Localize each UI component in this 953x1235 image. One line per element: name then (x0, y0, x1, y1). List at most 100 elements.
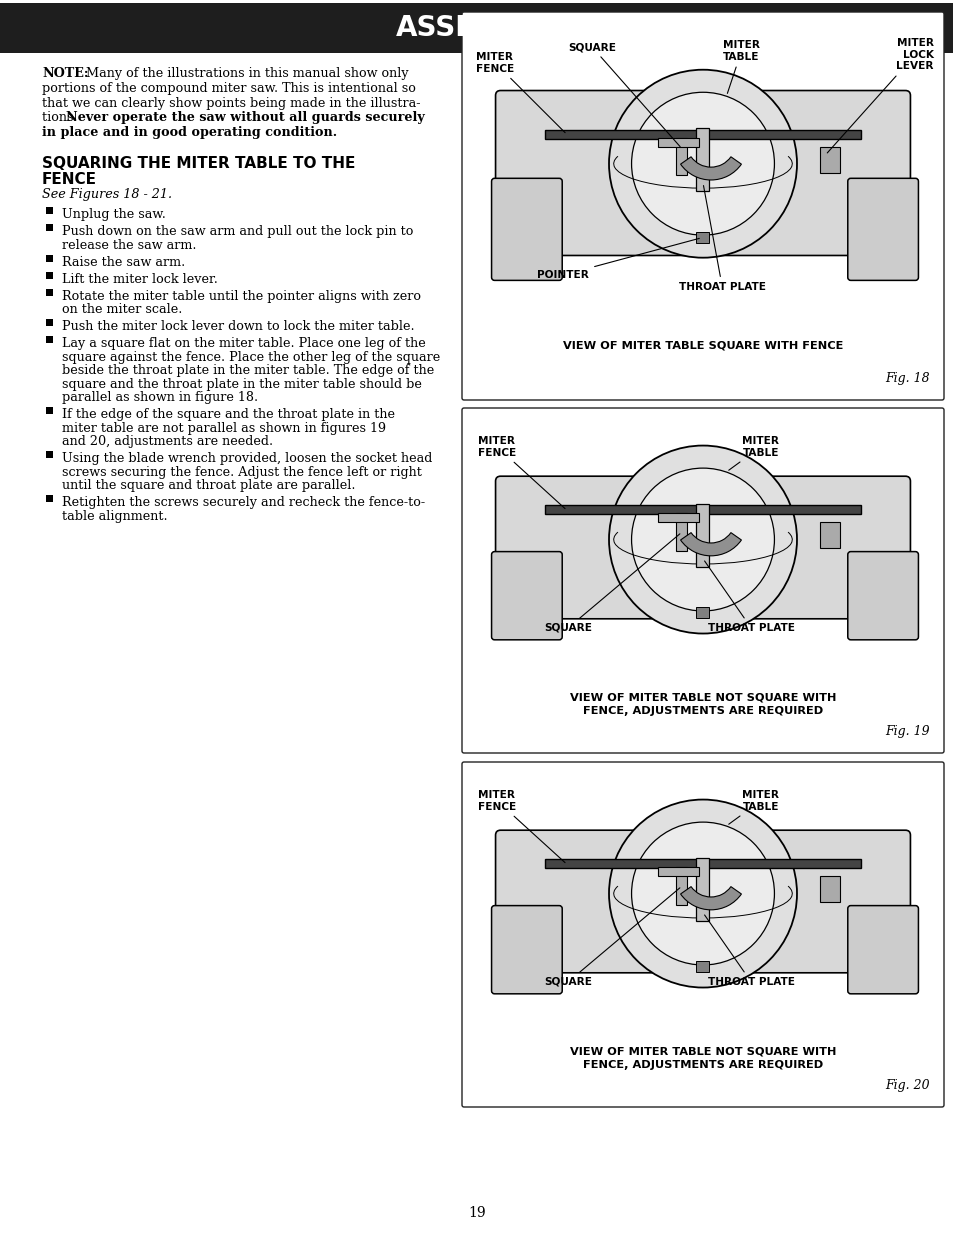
Text: MITER
TABLE: MITER TABLE (728, 790, 779, 824)
Text: Rotate the miter table until the pointer aligns with zero: Rotate the miter table until the pointer… (62, 290, 420, 303)
Text: See Figures 18 - 21.: See Figures 18 - 21. (42, 188, 172, 201)
Bar (820, 876, 840, 902)
Text: SQUARE: SQUARE (568, 42, 679, 147)
Bar (676, 867, 687, 904)
Text: MITER
FENCE: MITER FENCE (476, 52, 564, 132)
Text: 19: 19 (468, 1207, 485, 1220)
Text: square against the fence. Place the other leg of the square: square against the fence. Place the othe… (62, 351, 439, 363)
Circle shape (608, 446, 796, 634)
FancyBboxPatch shape (461, 408, 943, 753)
Text: table alignment.: table alignment. (62, 510, 168, 522)
Text: Lift the miter lock lever.: Lift the miter lock lever. (62, 273, 217, 285)
Text: screws securing the fence. Adjust the fence left or right: screws securing the fence. Adjust the fe… (62, 466, 421, 479)
Text: MITER
TABLE: MITER TABLE (722, 40, 760, 94)
Text: square and the throat plate in the miter table should be: square and the throat plate in the miter… (62, 378, 421, 390)
Bar (0, 2, 953, 53)
Circle shape (608, 799, 796, 988)
Text: Push down on the saw arm and pull out the lock pin to: Push down on the saw arm and pull out th… (62, 225, 413, 238)
Bar (46, 495, 53, 503)
Wedge shape (679, 887, 740, 910)
Text: VIEW OF MITER TABLE SQUARE WITH FENCE: VIEW OF MITER TABLE SQUARE WITH FENCE (562, 340, 842, 350)
Bar (820, 521, 840, 547)
Text: tions.: tions. (42, 111, 82, 125)
Bar (676, 137, 687, 175)
Text: POINTER: POINTER (537, 238, 699, 280)
FancyBboxPatch shape (495, 830, 909, 973)
Bar (696, 858, 709, 920)
FancyBboxPatch shape (491, 178, 561, 280)
Text: until the square and throat plate are parallel.: until the square and throat plate are pa… (62, 479, 355, 493)
Text: THROAT PLATE: THROAT PLATE (704, 561, 794, 634)
Text: SQUARE: SQUARE (543, 888, 679, 987)
Text: FENCE, ADJUSTMENTS ARE REQUIRED: FENCE, ADJUSTMENTS ARE REQUIRED (582, 706, 822, 716)
Circle shape (631, 93, 774, 235)
Text: Raise the saw arm.: Raise the saw arm. (62, 256, 185, 269)
Bar (658, 514, 699, 522)
Text: FENCE: FENCE (42, 172, 97, 188)
Text: NOTE:: NOTE: (42, 67, 89, 80)
Bar (46, 319, 53, 326)
FancyBboxPatch shape (495, 477, 909, 619)
FancyBboxPatch shape (847, 178, 918, 280)
Text: If the edge of the square and the throat plate in the: If the edge of the square and the throat… (62, 409, 395, 421)
Bar (696, 504, 709, 567)
FancyBboxPatch shape (491, 552, 561, 640)
Bar (46, 207, 53, 214)
Text: and 20, adjustments are needed.: and 20, adjustments are needed. (62, 435, 273, 448)
FancyBboxPatch shape (495, 90, 909, 256)
Bar (46, 408, 53, 414)
Bar (658, 867, 699, 877)
Text: Fig. 19: Fig. 19 (884, 725, 929, 739)
FancyBboxPatch shape (461, 12, 943, 400)
Bar (696, 232, 708, 242)
FancyBboxPatch shape (847, 552, 918, 640)
Text: SQUARE: SQUARE (543, 534, 679, 634)
Text: portions of the compound miter saw. This is intentional so: portions of the compound miter saw. This… (42, 82, 416, 95)
Text: FENCE, ADJUSTMENTS ARE REQUIRED: FENCE, ADJUSTMENTS ARE REQUIRED (582, 1060, 822, 1070)
Text: release the saw arm.: release the saw arm. (62, 238, 196, 252)
Text: VIEW OF MITER TABLE NOT SQUARE WITH: VIEW OF MITER TABLE NOT SQUARE WITH (569, 1047, 836, 1057)
Text: on the miter scale.: on the miter scale. (62, 304, 182, 316)
Bar (696, 128, 709, 191)
Text: that we can clearly show points being made in the illustra-: that we can clearly show points being ma… (42, 96, 420, 110)
Text: Lay a square flat on the miter table. Place one leg of the: Lay a square flat on the miter table. Pl… (62, 337, 425, 351)
Text: Using the blade wrench provided, loosen the socket head: Using the blade wrench provided, loosen … (62, 452, 432, 466)
Text: VIEW OF MITER TABLE NOT SQUARE WITH: VIEW OF MITER TABLE NOT SQUARE WITH (569, 693, 836, 703)
Bar (696, 608, 708, 619)
Text: Push the miter lock lever down to lock the miter table.: Push the miter lock lever down to lock t… (62, 320, 415, 333)
Bar (676, 514, 687, 551)
Text: MITER
LOCK
LEVER: MITER LOCK LEVER (826, 38, 933, 153)
Wedge shape (679, 532, 740, 556)
Text: SQUARING THE MITER TABLE TO THE: SQUARING THE MITER TABLE TO THE (42, 156, 355, 172)
Text: Retighten the screws securely and recheck the fence-to-: Retighten the screws securely and rechec… (62, 496, 425, 509)
Circle shape (631, 823, 774, 965)
Text: Fig. 18: Fig. 18 (884, 372, 929, 385)
Bar (46, 225, 53, 231)
Bar (544, 130, 860, 138)
Bar (46, 254, 53, 262)
Bar (658, 137, 699, 147)
Bar (46, 272, 53, 279)
Text: MITER
FENCE: MITER FENCE (477, 790, 564, 862)
Circle shape (631, 468, 774, 611)
FancyBboxPatch shape (847, 905, 918, 994)
Bar (544, 860, 860, 868)
FancyBboxPatch shape (491, 905, 561, 994)
Text: Unplug the saw.: Unplug the saw. (62, 209, 166, 221)
Bar (820, 147, 840, 173)
Bar (46, 289, 53, 295)
Text: THROAT PLATE: THROAT PLATE (679, 185, 765, 291)
Circle shape (608, 69, 796, 258)
Text: Fig. 20: Fig. 20 (884, 1079, 929, 1092)
Text: beside the throat plate in the miter table. The edge of the: beside the throat plate in the miter tab… (62, 364, 434, 377)
Wedge shape (679, 157, 740, 180)
Text: in place and in good operating condition.: in place and in good operating condition… (42, 126, 336, 140)
Bar (46, 451, 53, 458)
Text: MITER
FENCE: MITER FENCE (477, 436, 564, 509)
Bar (46, 336, 53, 343)
Text: miter table are not parallel as shown in figures 19: miter table are not parallel as shown in… (62, 421, 386, 435)
Text: MITER
TABLE: MITER TABLE (728, 436, 779, 471)
Bar (696, 962, 708, 972)
Text: ASSEMBLY: ASSEMBLY (395, 14, 558, 42)
Text: THROAT PLATE: THROAT PLATE (704, 915, 794, 987)
